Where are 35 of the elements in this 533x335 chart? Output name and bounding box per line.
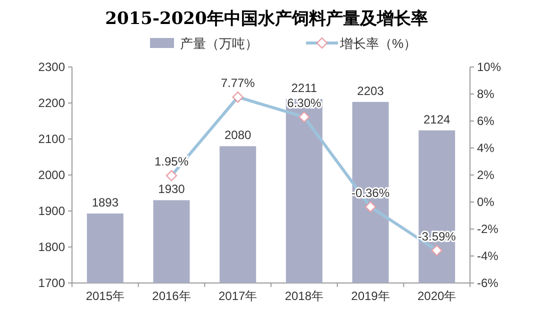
x-tick-label: 2018年	[284, 289, 324, 303]
x-tick-label: 2015年	[86, 289, 125, 303]
y-tick-label: 2100	[38, 132, 66, 146]
y-tick-label: 2200	[38, 96, 66, 110]
y2-tick-label: 2%	[477, 168, 495, 182]
y2-tick-label: 0%	[477, 195, 495, 209]
data-label: 2211	[291, 81, 318, 96]
y2-tick-label: 8%	[477, 87, 495, 101]
y2-tick-label: -6%	[477, 276, 499, 290]
y2-tick-label: 6%	[477, 114, 495, 128]
y2-tick-label: -4%	[477, 249, 499, 263]
data-label: 6.30%	[287, 96, 322, 110]
y-tick-label: 2300	[38, 60, 66, 74]
data-label: -3.59%	[418, 229, 456, 244]
x-tick-label: 2020年	[417, 289, 456, 303]
y2-tick-label: 10%	[477, 60, 502, 74]
x-tick-label: 2017年	[218, 289, 258, 303]
legend-label: 产量（万吨）	[180, 36, 258, 51]
y-tick-label: 2000	[38, 168, 66, 182]
data-label: 2124	[423, 112, 451, 126]
data-label: 1930	[158, 182, 186, 196]
data-label: 2203	[357, 84, 384, 98]
y2-tick-label: 4%	[477, 141, 495, 155]
y-tick-label: 1800	[38, 240, 66, 254]
data-label: 2080	[224, 128, 252, 142]
data-label: 7.77%	[220, 76, 256, 90]
data-label: 1.95%	[154, 154, 189, 169]
chart-title: 2015-2020年中国水产饲料产量及增长率	[105, 9, 428, 29]
legend-label: 增长率（%）	[339, 36, 417, 51]
x-tick-label: 2016年	[152, 289, 191, 303]
x-tick-label: 2019年	[351, 289, 390, 303]
y2-tick-label: -2%	[477, 222, 499, 236]
data-label: 1893	[92, 196, 119, 210]
y-tick-label: 1900	[38, 204, 66, 218]
y-tick-label: 1700	[38, 276, 66, 290]
